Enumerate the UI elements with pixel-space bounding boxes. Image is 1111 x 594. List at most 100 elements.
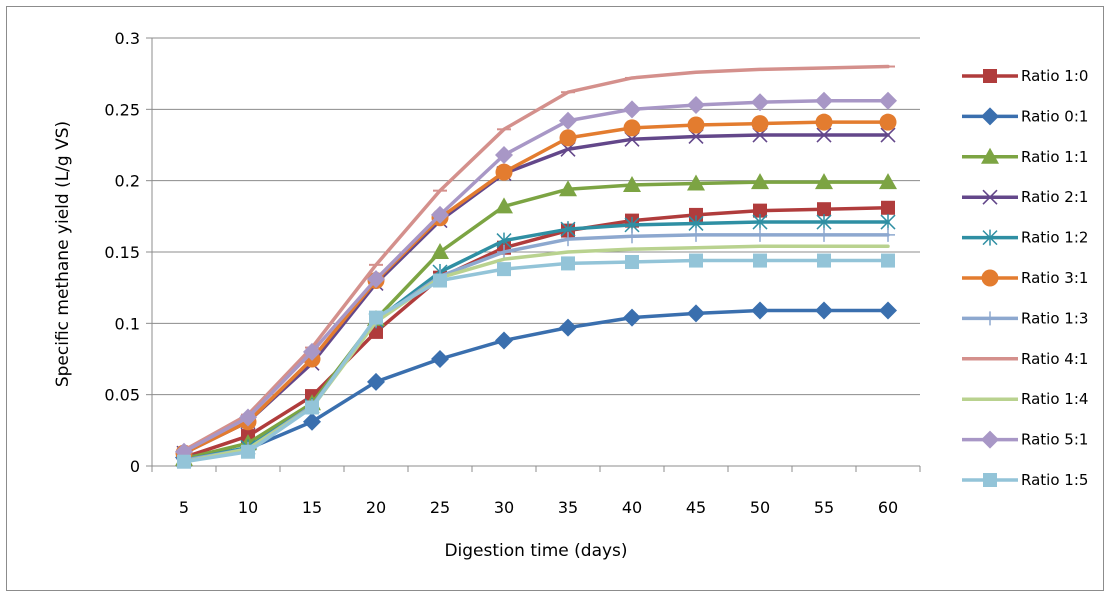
x-tick-label: 50 <box>750 498 770 517</box>
marker-diamond <box>879 91 897 110</box>
marker-square <box>497 262 511 277</box>
marker-triangle <box>981 147 999 164</box>
legend-item: Ratio 5:1 <box>962 430 1088 449</box>
x-tick-label: 45 <box>686 498 706 517</box>
marker-plus <box>689 227 703 242</box>
series-markers <box>177 227 895 468</box>
marker-diamond <box>751 93 769 112</box>
legend-label: Ratio 1:0 <box>1021 67 1088 85</box>
marker-diamond <box>303 412 321 431</box>
marker-x <box>816 127 832 143</box>
marker-diamond <box>431 350 449 368</box>
series-ratio-1-1 <box>175 173 897 466</box>
legend-item: Ratio 1:3 <box>962 309 1088 327</box>
marker-diamond <box>981 107 999 126</box>
legend-label: Ratio 3:1 <box>1021 269 1088 287</box>
legend-label: Ratio 1:2 <box>1021 229 1088 247</box>
chart-frame <box>6 6 1104 591</box>
series-markers <box>175 301 897 467</box>
marker-x <box>982 189 998 205</box>
marker-star <box>982 229 998 246</box>
marker-square <box>689 253 703 268</box>
marker-circle <box>495 163 513 181</box>
marker-square <box>305 400 319 415</box>
marker-plus <box>753 227 767 242</box>
marker-plus <box>983 311 997 326</box>
marker-square <box>561 256 575 271</box>
marker-plus <box>497 245 511 259</box>
series-markers <box>175 91 897 461</box>
y-tick-label: 0 <box>130 457 140 476</box>
y-tick-label: 0.05 <box>104 386 140 405</box>
legend-item: Ratio 1:1 <box>962 147 1088 166</box>
series-ratio-5-1 <box>175 91 897 461</box>
legend-item: Ratio 4:1 <box>962 350 1088 368</box>
legend-label: Ratio 1:1 <box>1021 148 1088 166</box>
x-tick-label: 30 <box>494 498 514 517</box>
series-ratio-1-5 <box>177 253 895 469</box>
marker-square <box>983 473 997 487</box>
y-tick-label: 0.3 <box>115 29 140 48</box>
marker-square <box>881 253 895 268</box>
marker-diamond <box>815 91 833 110</box>
series-ratio-1-3 <box>177 227 895 468</box>
marker-square <box>753 203 767 218</box>
marker-square <box>983 69 997 83</box>
y-tick-label: 0.2 <box>115 172 140 191</box>
marker-diamond <box>879 301 897 320</box>
series-line <box>182 120 890 455</box>
marker-triangle <box>431 243 449 259</box>
marker-circle <box>815 113 833 131</box>
legend-item: Ratio 1:2 <box>962 229 1088 247</box>
marker-triangle <box>751 173 769 190</box>
marker-triangle <box>623 175 641 192</box>
marker-circle <box>623 119 641 137</box>
legend-label: Ratio 5:1 <box>1021 431 1088 449</box>
marker-x <box>880 127 896 143</box>
marker-plus <box>881 227 895 242</box>
marker-circle <box>687 116 705 134</box>
legend-item: Ratio 1:4 <box>962 390 1088 408</box>
marker-plus <box>625 229 639 244</box>
legend-item: Ratio 3:1 <box>962 269 1088 287</box>
series-ratio-0-1 <box>175 301 897 467</box>
marker-triangle <box>687 174 705 191</box>
marker-star <box>752 214 768 231</box>
marker-star <box>880 214 896 231</box>
marker-square <box>369 310 383 325</box>
legend-label: Ratio 2:1 <box>1021 188 1088 206</box>
legend-label: Ratio 0:1 <box>1021 107 1088 125</box>
series-line <box>182 308 890 460</box>
marker-diamond <box>495 331 513 350</box>
series-line <box>182 64 890 453</box>
marker-triangle <box>559 180 577 197</box>
marker-circle <box>879 113 897 131</box>
marker-square <box>689 207 703 222</box>
y-tick-label: 0.15 <box>104 243 140 262</box>
marker-square <box>241 444 255 459</box>
series-ratio-3-1 <box>175 113 897 462</box>
legend-label: Ratio 1:5 <box>1021 471 1088 489</box>
y-tick-label: 0.25 <box>104 100 140 119</box>
marker-diamond <box>431 205 449 224</box>
marker-square <box>177 454 191 469</box>
axes: 0 0.05 0.1 0.15 0.2 0.25 0.3 5 10 15 20 25 30 35 40 45 5… <box>104 29 921 517</box>
legend-label: Ratio 1:4 <box>1021 390 1088 408</box>
series-line <box>182 133 890 455</box>
marker-circle <box>981 269 999 287</box>
y-axis-title: Specific methane yield (L/g VS) <box>53 121 73 387</box>
legend: Ratio 1:0 Ratio 0:1 Ratio 1:1 Ratio 2:1 Rati… <box>962 67 1088 489</box>
gridlines <box>152 37 920 396</box>
marker-diamond <box>495 145 513 164</box>
series-markers <box>176 127 896 461</box>
marker-diamond <box>751 301 769 320</box>
x-tick-label: 55 <box>814 498 834 517</box>
marker-triangle <box>815 173 833 190</box>
series-markers <box>175 113 897 462</box>
marker-diamond <box>303 342 321 361</box>
marker-diamond <box>367 372 385 391</box>
marker-diamond <box>623 308 641 327</box>
marker-diamond <box>815 301 833 320</box>
series-line <box>182 99 890 454</box>
